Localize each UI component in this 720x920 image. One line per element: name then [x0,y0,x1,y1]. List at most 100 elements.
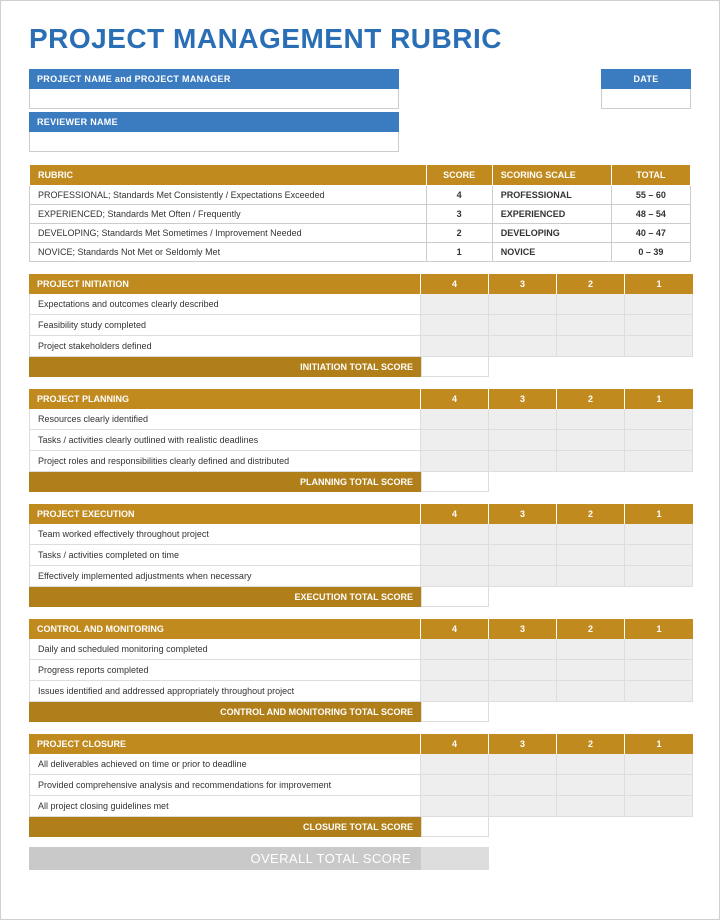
score-cell[interactable] [489,796,557,817]
section-title: PROJECT INITIATION [29,274,421,294]
score-cell[interactable] [421,409,489,430]
score-cell[interactable] [489,639,557,660]
score-cell[interactable] [557,545,625,566]
score-cell[interactable] [421,660,489,681]
section-total-cell[interactable] [421,357,489,377]
score-cell[interactable] [557,524,625,545]
score-cell[interactable] [557,294,625,315]
rubric-section: PROJECT EXECUTION4321Team worked effecti… [29,504,691,607]
overall-total-row: OVERALL TOTAL SCORE [29,847,691,870]
score-cell[interactable] [489,524,557,545]
score-cell[interactable] [421,315,489,336]
rubric-table: RUBRIC SCORE SCORING SCALE TOTAL PROFESS… [29,164,691,262]
criteria-row: Issues identified and addressed appropri… [29,681,691,702]
score-cell[interactable] [557,796,625,817]
section-total-cell[interactable] [421,472,489,492]
score-cell[interactable] [625,409,693,430]
score-cell[interactable] [421,545,489,566]
rubric-total: 0 – 39 [611,243,690,262]
score-cell[interactable] [625,660,693,681]
criteria-row: All project closing guidelines met [29,796,691,817]
score-cell[interactable] [625,754,693,775]
score-cell[interactable] [625,451,693,472]
rubric-scale: NOVICE [492,243,611,262]
score-col-header: SCORE [426,165,492,186]
score-col: 3 [489,274,557,294]
score-col: 1 [625,274,693,294]
score-cell[interactable] [421,566,489,587]
criteria-row: Progress reports completed [29,660,691,681]
score-cell[interactable] [557,754,625,775]
date-label: DATE [601,69,691,89]
score-cell[interactable] [625,566,693,587]
score-cell[interactable] [421,775,489,796]
score-cell[interactable] [625,639,693,660]
score-cell[interactable] [421,294,489,315]
score-cell[interactable] [489,409,557,430]
score-cell[interactable] [557,639,625,660]
score-cell[interactable] [625,681,693,702]
section-total-cell[interactable] [421,702,489,722]
score-col: 3 [489,734,557,754]
score-cell[interactable] [557,681,625,702]
score-cell[interactable] [421,681,489,702]
score-cell[interactable] [557,430,625,451]
score-cell[interactable] [625,294,693,315]
score-cell[interactable] [421,451,489,472]
score-col: 2 [557,734,625,754]
score-cell[interactable] [421,796,489,817]
score-cell[interactable] [489,754,557,775]
score-col: 2 [557,389,625,409]
score-cell[interactable] [489,775,557,796]
score-cell[interactable] [625,315,693,336]
score-cell[interactable] [421,430,489,451]
score-cell[interactable] [625,545,693,566]
score-cell[interactable] [489,545,557,566]
score-col: 1 [625,619,693,639]
score-cell[interactable] [489,294,557,315]
total-col-header: TOTAL [611,165,690,186]
project-name-label: PROJECT NAME and PROJECT MANAGER [29,69,399,89]
score-cell[interactable] [489,681,557,702]
score-cell[interactable] [557,775,625,796]
score-cell[interactable] [557,409,625,430]
score-cell[interactable] [557,315,625,336]
score-cell[interactable] [489,430,557,451]
score-cell[interactable] [557,451,625,472]
criteria-desc: All deliverables achieved on time or pri… [29,754,421,775]
overall-total-cell[interactable] [421,847,489,870]
score-cell[interactable] [625,775,693,796]
score-cell[interactable] [625,430,693,451]
section-total-cell[interactable] [421,587,489,607]
score-cell[interactable] [557,336,625,357]
rubric-section: CONTROL AND MONITORING4321Daily and sche… [29,619,691,722]
reviewer-name-label: REVIEWER NAME [29,112,399,132]
project-name-input[interactable] [29,89,399,109]
score-cell[interactable] [557,660,625,681]
score-cell[interactable] [489,566,557,587]
score-cell[interactable] [557,566,625,587]
rubric-desc: DEVELOPING; Standards Met Sometimes / Im… [30,224,427,243]
score-cell[interactable] [421,754,489,775]
score-cell[interactable] [625,524,693,545]
criteria-row: Tasks / activities completed on time [29,545,691,566]
section-total-row: INITIATION TOTAL SCORE [29,357,691,377]
score-cell[interactable] [625,336,693,357]
score-cell[interactable] [489,315,557,336]
score-cell[interactable] [489,451,557,472]
rubric-section: PROJECT PLANNING4321Resources clearly id… [29,389,691,492]
score-cell[interactable] [421,639,489,660]
section-total-label: EXECUTION TOTAL SCORE [29,587,421,607]
section-total-cell[interactable] [421,817,489,837]
score-col: 4 [421,504,489,524]
score-cell[interactable] [421,524,489,545]
reviewer-name-input[interactable] [29,132,399,152]
date-input[interactable] [601,89,691,109]
rubric-score: 3 [426,205,492,224]
criteria-row: Project stakeholders defined [29,336,691,357]
rubric-scale: EXPERIENCED [492,205,611,224]
score-cell[interactable] [421,336,489,357]
score-cell[interactable] [489,336,557,357]
score-cell[interactable] [625,796,693,817]
score-cell[interactable] [489,660,557,681]
